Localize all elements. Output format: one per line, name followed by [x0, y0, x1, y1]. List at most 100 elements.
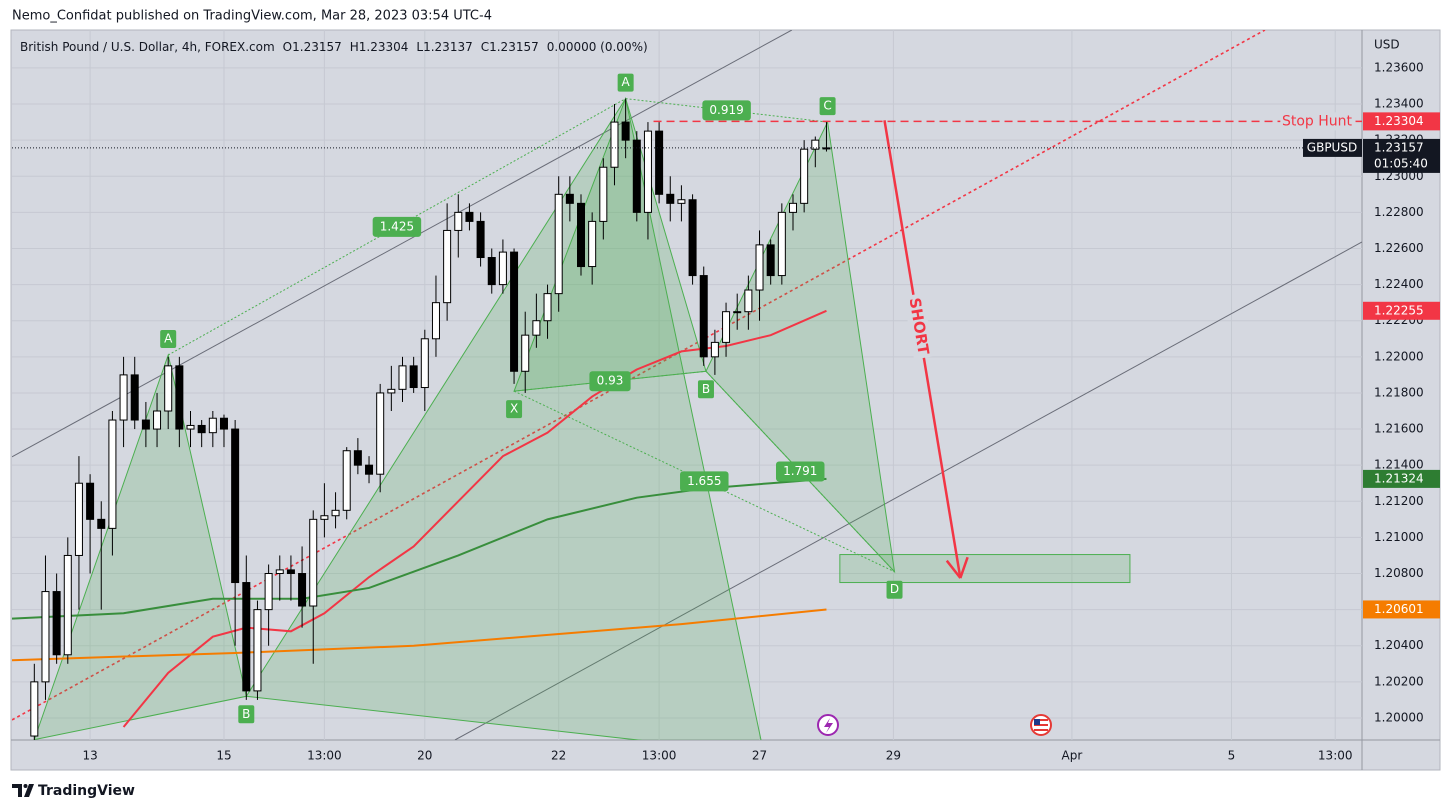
y-tick-label: 1.21800 [1374, 385, 1424, 399]
plot [12, 30, 1362, 740]
candle-body [710, 341, 719, 358]
candle-body [755, 244, 764, 291]
ma-badge: 1.22255 [1374, 303, 1424, 317]
stop-hunt-text: Stop Hunt [1282, 113, 1353, 129]
legend-change: 0.00000 (0.00%) [547, 40, 648, 54]
moving-average [12, 608, 827, 662]
point-label: B [242, 707, 250, 721]
candle-body [275, 569, 284, 575]
legend-value: 1.23157 [489, 40, 539, 54]
y-tick-label: 1.20000 [1374, 710, 1424, 724]
candle-body [164, 365, 173, 412]
ma-badge-box [1363, 600, 1440, 619]
point-label-box [697, 380, 714, 399]
ratio-box [775, 461, 825, 482]
x-tick-label: 29 [886, 749, 901, 763]
candle-body [632, 139, 641, 213]
symbol-badge-box [1303, 138, 1362, 157]
y-tick-label: 1.20800 [1374, 566, 1424, 580]
overlay: British Pound / U.S. Dollar, 4h, FOREX.c… [12, 40, 1440, 724]
candle-body [454, 211, 463, 231]
flag-stripe [1034, 729, 1048, 731]
candle-body [510, 251, 519, 372]
countdown: 01:05:40 [1374, 156, 1428, 170]
y-tick-label: 1.21400 [1374, 458, 1424, 472]
candle-body [554, 193, 563, 295]
y-tick-label: 1.23600 [1374, 60, 1424, 74]
arrow-head [959, 556, 969, 579]
candle-body [420, 338, 429, 389]
y-tick-label: 1.21000 [1374, 530, 1424, 544]
candle-body [677, 199, 686, 204]
publish-info: Nemo_Confidat published on TradingView.c… [12, 9, 492, 24]
legend-value: 1.23304 [359, 40, 409, 54]
candle-body [108, 419, 117, 529]
point-label-box [886, 580, 903, 599]
currency: USD [1374, 38, 1400, 52]
short-text-bg [903, 293, 934, 360]
legend-value: 1.23137 [423, 40, 473, 54]
x-tick-label: 13:00 [307, 749, 342, 763]
x-tick-label: 22 [551, 749, 566, 763]
candle-body [86, 482, 95, 520]
x-tick-label: 5 [1228, 749, 1236, 763]
y-tick-label: 1.20200 [1374, 674, 1424, 688]
candle-body [208, 417, 217, 434]
candle-body [498, 251, 507, 286]
ratio-label: 0.919 [709, 103, 743, 117]
candle-body [342, 450, 351, 511]
footer-brand: TradingView [38, 783, 135, 799]
candle-body [376, 392, 385, 475]
candle-body [197, 424, 206, 434]
flag-canton [1034, 719, 1040, 725]
candle-body [353, 450, 362, 466]
y-tick-label: 1.21200 [1374, 494, 1424, 508]
candle-body [688, 199, 697, 277]
y-tick-label: 1.20400 [1374, 638, 1424, 652]
legend-symbol: British Pound / U.S. Dollar, 4h, FOREX.c… [20, 40, 275, 54]
point-label-box [506, 400, 523, 419]
ratio-label: 1.425 [380, 219, 414, 233]
y-tick-label: 1.21600 [1374, 422, 1424, 436]
x-tick-label: 20 [417, 749, 432, 763]
candle-body [119, 374, 128, 421]
candle-body [599, 166, 608, 222]
candle-body [610, 121, 619, 168]
candle-body [811, 139, 820, 150]
candle-body [543, 293, 552, 322]
y-tick-label: 1.23400 [1374, 97, 1424, 111]
candle-body [219, 417, 228, 430]
point-label: A [622, 75, 631, 89]
candle-body [443, 229, 452, 304]
candle-body [309, 518, 318, 607]
candle-body [186, 424, 195, 430]
point-label: D [890, 582, 899, 596]
point-label: A [164, 332, 173, 346]
point-label: C [823, 99, 831, 113]
legend-key: L [416, 40, 423, 54]
flag-stripe [1034, 724, 1048, 726]
candle-body [52, 591, 61, 656]
trend-line [12, 30, 793, 458]
stop-hunt-badge: 1.23304 [1374, 114, 1424, 128]
target-zone [839, 554, 1131, 584]
ratio-box [680, 471, 729, 492]
candle-body [320, 515, 329, 520]
pattern-dotted-line [167, 98, 626, 356]
ma-badge: 1.21324 [1374, 471, 1424, 485]
candle-body [74, 482, 83, 556]
x-tick-label: Apr [1062, 749, 1083, 763]
y-tick-label: 1.22000 [1374, 349, 1424, 363]
y-tick-label: 1.22800 [1374, 205, 1424, 219]
last-price: 1.23157 [1374, 140, 1424, 154]
candle-body [97, 518, 106, 529]
x-tick-label: 13 [82, 749, 97, 763]
ratio-box [372, 216, 422, 237]
candle-body [722, 311, 731, 343]
candle-body [643, 130, 652, 213]
ratio-label: 1.791 [783, 464, 817, 478]
pattern-triangle [245, 97, 762, 740]
candle-body [800, 148, 809, 204]
candle-body [588, 220, 597, 268]
